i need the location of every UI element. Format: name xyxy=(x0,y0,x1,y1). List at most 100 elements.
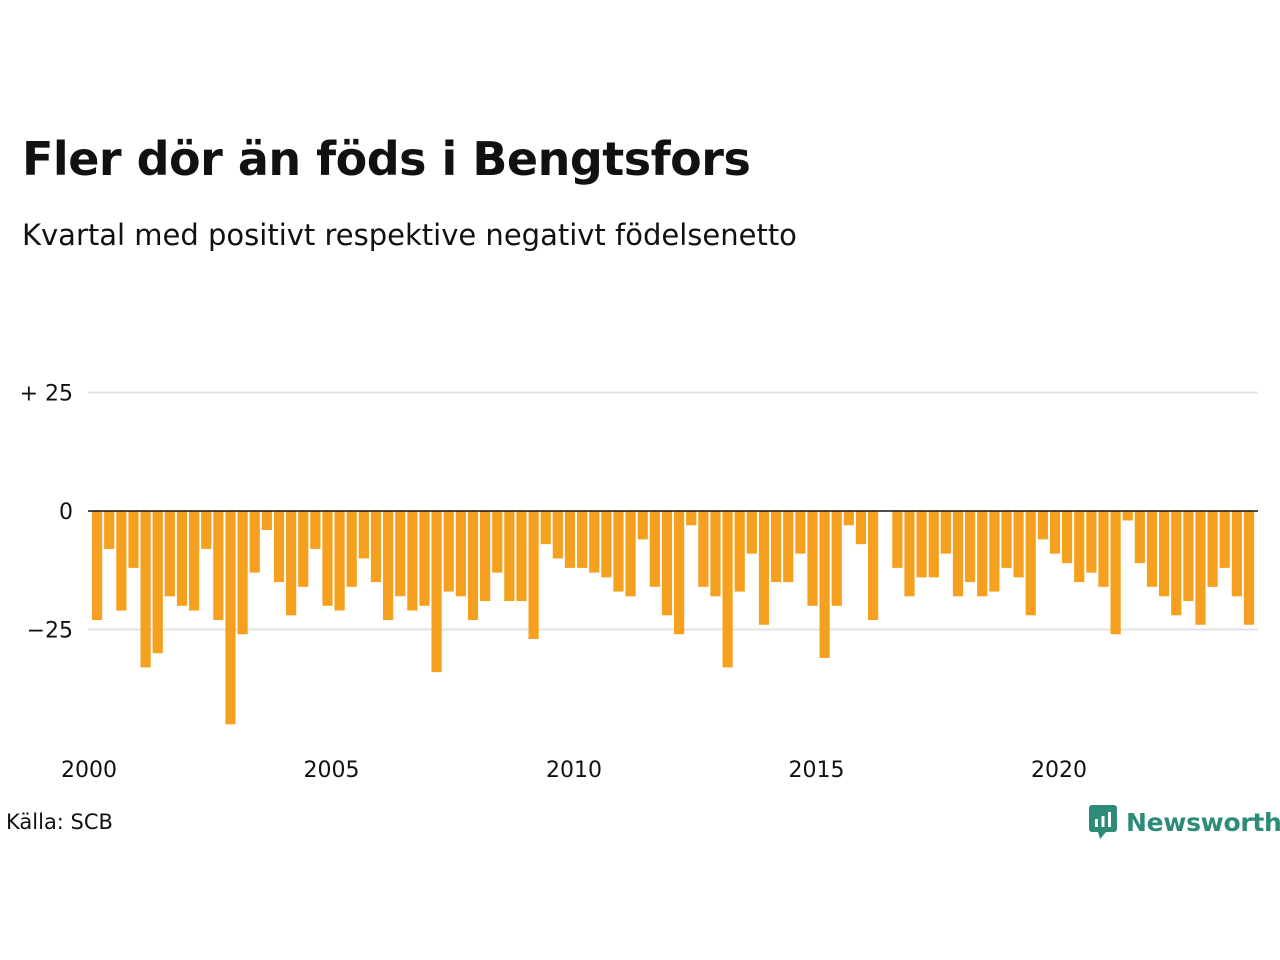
bar-91 xyxy=(1195,511,1206,625)
bar-51 xyxy=(710,511,721,597)
bar-92 xyxy=(1207,511,1218,587)
bar-18 xyxy=(310,511,321,549)
bar-94 xyxy=(1231,511,1242,597)
bar-27 xyxy=(419,511,430,606)
bar-50 xyxy=(698,511,709,587)
x-tick-label-3: 2015 xyxy=(789,758,845,783)
bar-61 xyxy=(831,511,842,606)
bar-60 xyxy=(819,511,830,658)
bar-chart: + 25 0 −25 2000 2005 2010 2015 2020 xyxy=(20,382,1258,783)
bar-45 xyxy=(637,511,648,540)
bar-33 xyxy=(492,511,503,573)
bar-36 xyxy=(528,511,539,639)
newsworthy-logo[interactable]: Newsworthy xyxy=(1088,803,1280,841)
bar-31 xyxy=(467,511,479,621)
bar-58 xyxy=(795,511,806,554)
bar-39 xyxy=(564,511,576,568)
bar-49 xyxy=(686,511,697,526)
bar-44 xyxy=(625,511,636,597)
bar-16 xyxy=(286,511,297,616)
bar-67 xyxy=(904,511,915,597)
y-axis-ticks: + 25 0 −25 xyxy=(20,382,73,644)
bar-23 xyxy=(370,511,382,583)
bar-54 xyxy=(746,511,757,554)
bar-2 xyxy=(116,511,127,611)
bar-72 xyxy=(965,511,976,583)
bar-71 xyxy=(952,511,964,597)
x-tick-label-0: 2000 xyxy=(61,758,117,783)
bar-64 xyxy=(868,511,879,621)
x-tick-label-4: 2020 xyxy=(1031,758,1087,783)
bar-13 xyxy=(249,511,260,573)
bar-77 xyxy=(1025,511,1036,616)
chart-title: Fler dör än föds i Bengtsfors xyxy=(22,132,751,186)
newsworthy-logo-icon xyxy=(1089,805,1117,839)
bar-74 xyxy=(989,511,1000,592)
gridlines xyxy=(88,391,1258,631)
bar-21 xyxy=(346,511,357,587)
bar-76 xyxy=(1013,511,1024,578)
x-tick-label-2: 2010 xyxy=(546,758,602,783)
bar-40 xyxy=(577,511,588,568)
bar-35 xyxy=(516,511,527,602)
chart-subtitle: Kvartal med positivt respektive negativt… xyxy=(22,218,797,252)
bar-68 xyxy=(916,511,927,578)
bar-48 xyxy=(674,511,685,635)
bar-30 xyxy=(455,511,466,597)
bar-79 xyxy=(1049,511,1061,554)
bar-0 xyxy=(92,511,103,621)
x-tick-label-1: 2005 xyxy=(304,758,360,783)
bar-53 xyxy=(734,511,745,592)
bar-24 xyxy=(383,511,394,621)
x-axis-ticks: 2000 2005 2010 2015 2020 xyxy=(61,758,1087,783)
bar-81 xyxy=(1074,511,1085,583)
bar-89 xyxy=(1171,511,1182,616)
bar-47 xyxy=(661,511,673,616)
source-note: Källa: SCB xyxy=(6,810,113,834)
bar-46 xyxy=(649,511,660,587)
bar-78 xyxy=(1037,511,1048,540)
bar-20 xyxy=(334,511,345,611)
bar-84 xyxy=(1110,511,1121,635)
bar-11 xyxy=(225,511,236,725)
bar-15 xyxy=(273,511,285,583)
bar-90 xyxy=(1183,511,1194,602)
bar-19 xyxy=(322,511,333,606)
bar-83 xyxy=(1098,511,1109,587)
bar-3 xyxy=(128,511,139,568)
bar-38 xyxy=(552,511,563,559)
bar-55 xyxy=(758,511,770,625)
bar-59 xyxy=(807,511,818,606)
bar-88 xyxy=(1159,511,1170,597)
bar-10 xyxy=(213,511,224,621)
bar-26 xyxy=(407,511,418,611)
bar-34 xyxy=(504,511,515,602)
bar-70 xyxy=(940,511,951,554)
bar-63 xyxy=(855,511,867,545)
bar-17 xyxy=(298,511,309,587)
bar-22 xyxy=(358,511,369,559)
y-tick-label-2: −25 xyxy=(27,619,73,644)
bar-32 xyxy=(480,511,491,602)
brand-name: Newsworthy xyxy=(1126,807,1280,837)
bar-29 xyxy=(443,511,454,592)
bar-52 xyxy=(722,511,733,668)
bar-62 xyxy=(843,511,854,526)
bar-87 xyxy=(1146,511,1158,587)
y-tick-label-1: 0 xyxy=(59,500,73,525)
bar-7 xyxy=(176,511,188,606)
y-tick-label-0: + 25 xyxy=(20,382,73,407)
bar-28 xyxy=(431,511,442,673)
bar-75 xyxy=(1001,511,1012,568)
bar-9 xyxy=(201,511,212,549)
bar-4 xyxy=(140,511,151,668)
bar-85 xyxy=(1122,511,1133,521)
bar-1 xyxy=(104,511,115,549)
bar-69 xyxy=(928,511,939,578)
bar-6 xyxy=(164,511,175,597)
bar-82 xyxy=(1086,511,1097,573)
bar-41 xyxy=(589,511,600,573)
bars xyxy=(92,511,1255,725)
bar-66 xyxy=(892,511,903,568)
bar-93 xyxy=(1219,511,1230,568)
